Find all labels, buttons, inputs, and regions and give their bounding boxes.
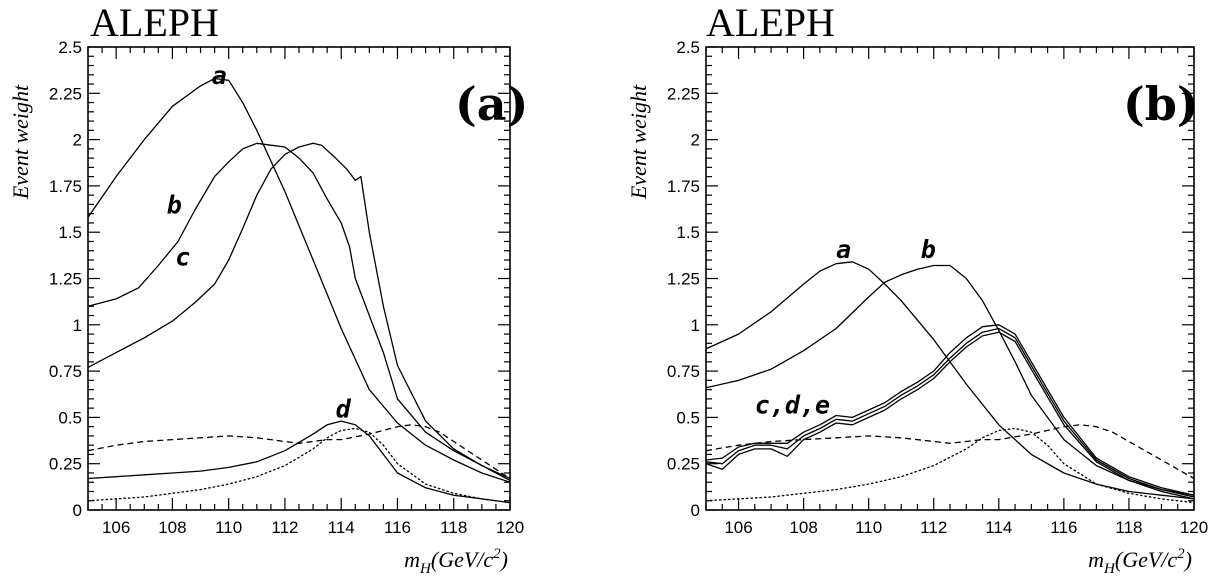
y-tick-label: 0.75 xyxy=(49,362,82,381)
y-tick-label: 2.5 xyxy=(58,38,82,57)
y-tick-label: 1.25 xyxy=(49,270,82,289)
y-tick-label: 2 xyxy=(73,131,82,150)
y-tick-label: 0.25 xyxy=(49,455,82,474)
x-tick-label: 110 xyxy=(215,518,242,537)
series-c-line xyxy=(705,324,1195,496)
y-axis-title: Event weight xyxy=(626,84,651,200)
panel-b: ALEPH 0 0.25 0.5 0.75 1 1.25 1.5 1.75 2 2.25 2.5 106… xyxy=(626,0,1208,577)
y-tick-label: 1 xyxy=(73,316,82,335)
series-d-line xyxy=(87,420,511,504)
x-tick-label: 106 xyxy=(102,518,130,537)
curve-label: b xyxy=(921,235,936,264)
x-tick-label: 110 xyxy=(855,518,882,537)
series-e-line xyxy=(705,331,1195,500)
panel-letter: (b) xyxy=(1123,77,1199,131)
series-dotted-line xyxy=(87,427,511,504)
curve-label-b: b xyxy=(167,191,182,220)
x-tick-label: 108 xyxy=(789,518,817,537)
curve-label-a: a xyxy=(212,61,227,90)
y-tick-label: 1 xyxy=(691,316,700,335)
x-tick-label: 106 xyxy=(724,518,752,537)
x-tick-label: 114 xyxy=(328,518,355,537)
curve-label: a xyxy=(836,235,851,264)
y-tick-label: 0.75 xyxy=(667,362,700,381)
curve-label-d: d xyxy=(336,394,352,423)
y-tick-label: 2 xyxy=(691,131,700,150)
x-tick-label: 116 xyxy=(1050,518,1077,537)
x-tick-label: 112 xyxy=(920,518,947,537)
y-axis-title: Event weight xyxy=(8,84,33,200)
y-tick-label: 0.5 xyxy=(58,408,82,427)
series-b-line xyxy=(87,142,511,481)
y-tick-label: 2.5 xyxy=(676,38,700,57)
series-dashed-line xyxy=(87,424,511,480)
y-tick-label: 2.25 xyxy=(49,84,82,103)
y-tick-label: 2.25 xyxy=(667,84,700,103)
y-tick-label: 1.5 xyxy=(58,223,82,242)
x-tick-label: 118 xyxy=(1115,518,1142,537)
y-tick-label: 0.5 xyxy=(676,408,700,427)
x-tick-label: 108 xyxy=(158,518,186,537)
panel-a: ALEPH 0 0.25 0.5 0.75 1 1.25 1.5 1.75 2 2.25 2.5 106… xyxy=(8,0,528,577)
x-axis-title: mH(GeV/c2) xyxy=(404,546,508,577)
series-b-line xyxy=(705,264,1195,496)
curve-label-c: c xyxy=(175,243,190,272)
series-c-line xyxy=(87,142,511,480)
series-dashed-line xyxy=(705,424,1195,480)
curve-label: c,d,e xyxy=(755,391,830,420)
y-tick-label: 0 xyxy=(691,501,700,520)
y-tick-label: 1.75 xyxy=(49,177,82,196)
series-a-line xyxy=(705,261,1195,500)
panel-title: ALEPH xyxy=(90,0,219,45)
y-tick-label: 1.75 xyxy=(667,177,700,196)
y-tick-label: 1.5 xyxy=(676,223,700,242)
x-axis-title: mH(GeV/c2) xyxy=(1088,546,1192,577)
x-tick-label: 112 xyxy=(271,518,298,537)
y-tick-label: 0 xyxy=(73,501,82,520)
x-tick-label: 120 xyxy=(1180,518,1208,537)
series-dotted-line xyxy=(705,427,1195,504)
series-d-line xyxy=(705,327,1195,498)
x-tick-label: 114 xyxy=(985,518,1012,537)
panel-title: ALEPH xyxy=(706,0,835,45)
y-tick-label: 1.25 xyxy=(667,270,700,289)
y-tick-label: 0.25 xyxy=(667,455,700,474)
series-a-line xyxy=(87,77,511,483)
panel-letter: (a) xyxy=(455,77,528,131)
x-tick-label: 118 xyxy=(440,518,467,537)
x-tick-label: 116 xyxy=(384,518,411,537)
x-tick-label: 120 xyxy=(496,518,524,537)
